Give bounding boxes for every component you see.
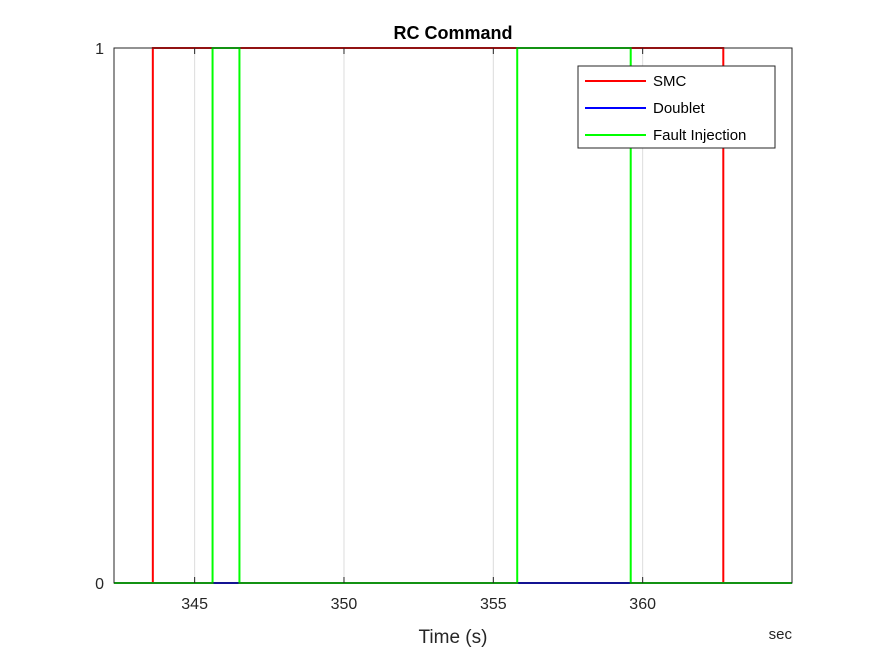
legend-label-smc: SMC (653, 73, 687, 90)
y-tick-label: 1 (95, 41, 104, 58)
y-axis-ticks: 01 (95, 41, 792, 593)
legend-label-doublet: Doublet (653, 100, 706, 117)
chart-title: RC Command (393, 23, 512, 43)
x-tick-label: 345 (181, 596, 208, 613)
x-axis-unit-note: sec (769, 626, 793, 643)
x-tick-label: 350 (331, 596, 358, 613)
x-axis-label: Time (s) (419, 627, 488, 648)
x-tick-label: 360 (629, 596, 656, 613)
x-tick-label: 355 (480, 596, 507, 613)
x-axis-ticks: 345 350 355 360 (181, 48, 656, 613)
y-tick-label: 0 (95, 576, 104, 593)
plot-frame (113, 47, 793, 584)
legend: SMC Doublet Fault Injection (577, 65, 776, 149)
legend-label-fault-injection: Fault Injection (653, 127, 746, 144)
